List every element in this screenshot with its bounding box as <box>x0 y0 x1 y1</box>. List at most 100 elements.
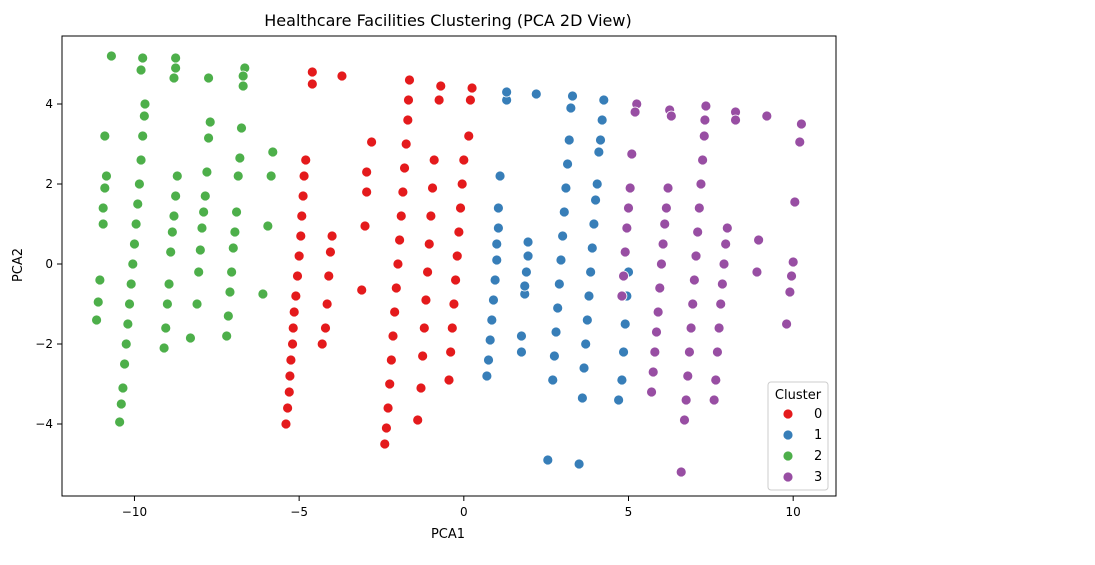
data-point-cluster-0 <box>420 294 432 306</box>
data-point-cluster-0 <box>296 210 308 222</box>
legend-items: 0 1 2 3 <box>782 407 822 485</box>
data-point-cluster-2 <box>236 122 247 134</box>
data-point-cluster-1 <box>586 242 598 254</box>
data-point-cluster-0 <box>283 386 295 398</box>
data-point-cluster-1 <box>563 134 575 146</box>
data-point-cluster-0 <box>455 202 466 214</box>
data-point-cluster-1 <box>590 194 601 206</box>
data-point-cluster-0 <box>443 374 455 386</box>
data-point-cluster-1 <box>560 182 572 194</box>
data-point-cluster-1 <box>481 370 493 382</box>
data-point-cluster-1 <box>492 202 504 214</box>
data-point-cluster-2 <box>201 166 213 178</box>
data-point-cluster-3 <box>685 322 697 334</box>
data-point-cluster-2 <box>91 314 102 326</box>
data-point-cluster-1 <box>613 394 625 406</box>
data-point-cluster-0 <box>384 378 396 390</box>
data-point-cluster-1 <box>483 354 494 366</box>
chart-title: Healthcare Facilities Clustering (PCA 2D… <box>264 11 631 30</box>
data-point-cluster-3 <box>698 130 710 142</box>
data-point-cluster-2 <box>158 342 170 354</box>
data-point-cluster-3 <box>753 234 764 246</box>
data-point-cluster-2 <box>267 146 279 158</box>
data-point-cluster-2 <box>196 222 208 234</box>
data-point-cluster-2 <box>193 266 205 278</box>
data-point-cluster-2 <box>130 218 142 230</box>
data-point-cluster-2 <box>92 296 104 308</box>
data-point-cluster-2 <box>163 278 175 290</box>
data-point-cluster-1 <box>491 254 503 266</box>
data-point-cluster-3 <box>646 386 657 398</box>
data-point-cluster-3 <box>710 374 722 386</box>
data-point-cluster-1 <box>618 346 629 358</box>
y-tick-label: −4 <box>35 417 53 431</box>
data-point-cluster-1 <box>519 280 531 292</box>
data-point-cluster-0 <box>423 238 435 250</box>
y-tick-label: 4 <box>45 97 53 111</box>
data-point-cluster-2 <box>262 220 274 232</box>
data-point-cluster-2 <box>166 226 178 238</box>
cluster-3-series <box>616 98 807 478</box>
data-point-cluster-2 <box>117 382 129 394</box>
data-point-cluster-3 <box>684 346 695 358</box>
data-point-cluster-0 <box>446 322 458 334</box>
data-point-cluster-0 <box>297 190 309 202</box>
plot-frame <box>61 35 837 497</box>
data-point-cluster-0 <box>453 226 465 238</box>
data-point-cluster-2 <box>237 80 249 92</box>
data-point-cluster-1 <box>573 458 585 470</box>
data-point-cluster-0 <box>336 70 348 82</box>
data-point-cluster-1 <box>521 266 532 278</box>
data-point-cluster-0 <box>382 402 394 414</box>
legend-label-cluster-3: 3 <box>814 470 822 485</box>
data-point-cluster-2 <box>227 242 239 254</box>
data-point-cluster-2 <box>135 154 147 166</box>
data-point-cluster-2 <box>114 416 126 428</box>
data-point-cluster-2 <box>170 190 182 202</box>
data-point-cluster-2 <box>231 206 242 218</box>
data-point-cluster-2 <box>221 330 233 342</box>
data-point-cluster-3 <box>721 222 733 234</box>
data-point-cluster-0 <box>415 382 427 394</box>
data-point-cluster-1 <box>530 88 542 100</box>
data-point-cluster-1 <box>596 114 608 126</box>
data-point-cluster-0 <box>465 94 476 106</box>
data-point-cluster-1 <box>562 158 573 170</box>
data-point-cluster-0 <box>448 298 460 310</box>
data-point-cluster-2 <box>185 332 196 344</box>
data-point-cluster-3 <box>718 258 730 270</box>
data-point-cluster-0 <box>397 186 409 198</box>
data-point-cluster-2 <box>168 72 180 84</box>
data-point-cluster-0 <box>387 330 399 342</box>
data-point-cluster-3 <box>715 298 727 310</box>
data-point-cluster-3 <box>621 222 633 234</box>
data-point-cluster-2 <box>229 226 241 238</box>
data-point-cluster-2 <box>101 170 112 182</box>
data-point-cluster-0 <box>321 298 333 310</box>
data-point-cluster-0 <box>400 138 412 150</box>
data-point-cluster-3 <box>697 154 709 166</box>
data-point-cluster-2 <box>122 318 134 330</box>
data-point-cluster-0 <box>280 418 292 430</box>
data-point-cluster-0 <box>300 154 312 166</box>
data-point-cluster-2 <box>204 116 216 128</box>
data-point-cluster-1 <box>598 94 610 106</box>
data-point-cluster-2 <box>234 152 246 164</box>
data-point-cluster-2 <box>160 322 172 334</box>
data-point-cluster-3 <box>688 274 700 286</box>
data-point-cluster-0 <box>412 414 424 426</box>
legend-label-cluster-0: 0 <box>814 407 822 422</box>
data-point-cluster-3 <box>624 182 636 194</box>
data-point-cluster-3 <box>656 258 667 270</box>
cluster-0-series <box>280 66 478 450</box>
data-point-cluster-1 <box>488 294 499 306</box>
data-point-cluster-0 <box>316 338 328 350</box>
data-point-cluster-0 <box>381 422 392 434</box>
y-tick-label: 2 <box>45 177 53 191</box>
data-point-cluster-1 <box>492 222 504 234</box>
data-point-cluster-1 <box>489 274 501 286</box>
data-point-cluster-0 <box>320 322 331 334</box>
data-point-cluster-2 <box>99 182 111 194</box>
data-point-cluster-0 <box>379 438 391 450</box>
legend-label-cluster-1: 1 <box>814 428 822 443</box>
